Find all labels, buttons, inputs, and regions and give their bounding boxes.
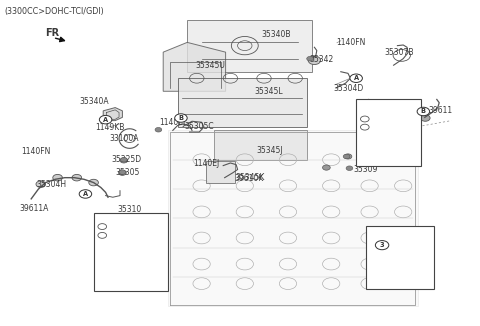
Circle shape: [119, 170, 126, 175]
Text: 35307B: 35307B: [384, 48, 413, 57]
Text: 35305: 35305: [115, 168, 140, 177]
Text: 35304D: 35304D: [334, 83, 364, 93]
Circle shape: [175, 114, 187, 122]
Text: 35309: 35309: [118, 276, 143, 286]
Text: 1149KB: 1149KB: [95, 123, 124, 132]
Circle shape: [120, 158, 128, 163]
Text: FR: FR: [46, 28, 60, 37]
Circle shape: [308, 56, 321, 65]
Text: 35340B: 35340B: [262, 30, 291, 39]
Circle shape: [53, 174, 62, 181]
Text: 35345J: 35345J: [257, 146, 283, 156]
Text: 35312A: 35312A: [374, 113, 404, 123]
Text: A: A: [354, 75, 359, 81]
Polygon shape: [206, 161, 235, 183]
Text: 35304H: 35304H: [36, 180, 66, 189]
Text: 1140FN: 1140FN: [22, 147, 51, 156]
Text: 33815E: 33815E: [360, 152, 389, 161]
Circle shape: [89, 179, 98, 186]
Bar: [356, 99, 421, 166]
Text: 35345L: 35345L: [254, 87, 283, 96]
Text: 35325D: 35325D: [111, 155, 142, 164]
Text: 1140FN: 1140FN: [336, 38, 365, 47]
Circle shape: [79, 190, 92, 198]
Text: 1140EJ: 1140EJ: [159, 118, 186, 127]
Circle shape: [72, 174, 82, 181]
Text: A: A: [103, 117, 108, 123]
Text: A: A: [83, 191, 88, 197]
Circle shape: [116, 278, 122, 283]
Circle shape: [343, 154, 350, 159]
Circle shape: [119, 170, 126, 174]
Bar: [366, 226, 434, 289]
Circle shape: [155, 127, 162, 132]
Polygon shape: [163, 42, 226, 91]
Text: 35312H: 35312H: [366, 139, 396, 148]
Circle shape: [36, 181, 46, 187]
Text: 35309: 35309: [354, 165, 378, 174]
Text: 39611: 39611: [429, 106, 453, 115]
Text: B: B: [179, 115, 183, 121]
Polygon shape: [178, 78, 307, 127]
Circle shape: [115, 266, 121, 270]
Circle shape: [350, 74, 362, 82]
Text: 33100A: 33100A: [109, 134, 139, 143]
Text: 35312F: 35312F: [374, 123, 403, 132]
Polygon shape: [187, 20, 312, 72]
Circle shape: [344, 154, 352, 159]
Polygon shape: [393, 252, 409, 269]
Text: 39611A: 39611A: [19, 204, 48, 213]
Text: 35345U: 35345U: [196, 61, 226, 70]
Circle shape: [120, 157, 127, 162]
Text: 35310: 35310: [118, 205, 142, 214]
Text: 35312F: 35312F: [139, 227, 168, 236]
Text: 35342: 35342: [310, 55, 334, 64]
Text: 35312H: 35312H: [128, 247, 157, 256]
Circle shape: [307, 56, 313, 61]
Text: 39610K: 39610K: [234, 174, 264, 183]
Circle shape: [346, 166, 353, 170]
Bar: [94, 213, 168, 291]
Polygon shape: [108, 249, 122, 259]
Circle shape: [417, 107, 430, 116]
Text: 35340A: 35340A: [79, 96, 109, 106]
Polygon shape: [103, 108, 122, 121]
Text: 35345K: 35345K: [235, 173, 264, 182]
Text: 1140EJ: 1140EJ: [193, 159, 219, 169]
Circle shape: [375, 241, 389, 250]
Text: (3300CC>DOHC-TCI/GDI): (3300CC>DOHC-TCI/GDI): [5, 7, 105, 16]
Text: 33815E: 33815E: [118, 263, 147, 273]
Circle shape: [323, 165, 330, 170]
Circle shape: [99, 115, 112, 124]
Circle shape: [420, 115, 430, 121]
Text: 31337F: 31337F: [396, 239, 425, 248]
Polygon shape: [214, 130, 307, 160]
Polygon shape: [168, 130, 418, 306]
Text: B: B: [421, 109, 426, 114]
Text: 3: 3: [380, 242, 384, 248]
Text: 35312A: 35312A: [139, 218, 168, 227]
Text: 35305C: 35305C: [185, 122, 215, 131]
Text: 35310: 35310: [362, 102, 387, 111]
